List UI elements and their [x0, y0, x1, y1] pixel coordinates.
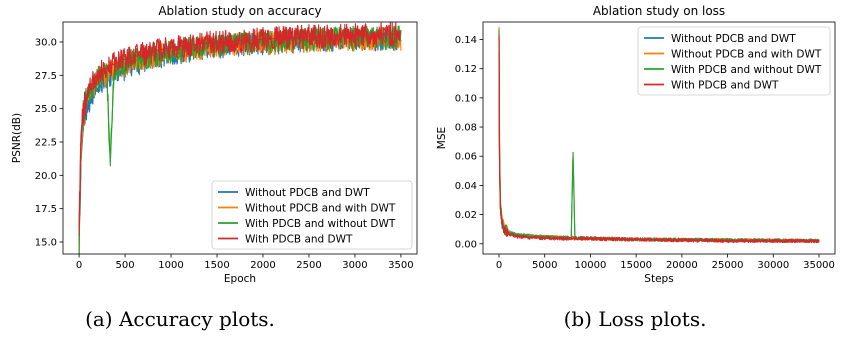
loss-xtick-label: 15000 [620, 260, 652, 271]
loss-xtick-label: 0 [496, 260, 502, 271]
acc-xlabel: Epoch [224, 273, 256, 285]
acc-ytick-label: 17.5 [35, 204, 57, 215]
loss-axes-frame [482, 21, 836, 255]
loss-xtick-label: 25000 [712, 260, 744, 271]
acc-xtick-label: 0 [76, 260, 82, 271]
loss-legend: Without PDCB and DWT Without PDCB and wit… [637, 26, 831, 96]
acc-xtick-label: 1000 [158, 260, 183, 271]
acc-legend-label: With PDCB and without DWT [245, 218, 396, 230]
acc-xtick-label: 2500 [296, 260, 321, 271]
acc-xtick-label: 1500 [204, 260, 229, 271]
loss-xtick-label: 5000 [532, 260, 557, 271]
acc-chart: Ablation study on accuracy 0 500 1000 1500 20… [11, 4, 418, 285]
acc-ytick-label: 25.0 [35, 104, 57, 115]
loss-ytick-label: 0.04 [455, 181, 477, 192]
acc-ytick-label: 22.5 [35, 138, 57, 149]
loss-ytick-label: 0.02 [455, 210, 477, 221]
loss-chart-title: Ablation study on loss [593, 4, 725, 18]
loss-ytick-label: 0.10 [455, 93, 477, 104]
loss-legend-label: Without PDCB and DWT [671, 33, 796, 45]
loss-xtick-label: 35000 [803, 260, 835, 271]
acc-ytick-label: 15.0 [35, 238, 57, 249]
acc-series-group [78, 22, 402, 254]
acc-series-line [78, 22, 402, 237]
loss-ytick-label: 0.00 [455, 239, 477, 250]
loss-ytick-label: 0.14 [455, 35, 477, 46]
acc-ytick-label: 20.0 [35, 171, 57, 182]
loss-series-group [498, 26, 820, 244]
loss-legend-label: With PDCB and without DWT [671, 64, 822, 76]
loss-legend-box [637, 26, 831, 96]
acc-xtick-label: 2000 [250, 260, 275, 271]
loss-ytick-label: 0.08 [455, 123, 477, 134]
loss-ylabel: MSE [436, 127, 448, 149]
loss-xtick-label: 20000 [666, 260, 698, 271]
loss-ytick-label: 0.06 [455, 152, 477, 163]
loss-xlabel: Steps [644, 273, 673, 285]
loss-legend-label: Without PDCB and with DWT [671, 48, 822, 60]
loss-series-keyline [498, 35, 819, 242]
acc-xtick-label: 3500 [388, 260, 413, 271]
caption-a: (a) Accuracy plots. [85, 307, 275, 331]
loss-chart: Ablation study on loss 0 5000 10000 15000 200… [436, 4, 836, 285]
loss-xtick-label: 30000 [757, 260, 789, 271]
acc-legend-label: Without PDCB and with DWT [245, 202, 396, 214]
loss-ytick-label: 0.12 [455, 64, 477, 75]
loss-legend-label: With PDCB and DWT [671, 79, 779, 91]
acc-legend-label: With PDCB and DWT [245, 233, 353, 245]
acc-axes-frame [62, 21, 418, 255]
acc-chart-title: Ablation study on accuracy [158, 4, 321, 18]
acc-xtick-label: 500 [116, 260, 135, 271]
acc-legend: Without PDCB and DWT Without PDCB and wit… [211, 180, 413, 250]
caption-b: (b) Loss plots. [564, 307, 707, 331]
acc-ylabel: PSNR(dB) [11, 113, 23, 163]
loss-xtick-label: 10000 [575, 260, 607, 271]
acc-legend-label: Without PDCB and DWT [245, 187, 370, 199]
acc-legend-box [211, 180, 413, 250]
acc-ytick-label: 30.0 [35, 38, 57, 49]
acc-ytick-label: 27.5 [35, 71, 57, 82]
acc-xtick-label: 3000 [342, 260, 367, 271]
acc-series-keyline [78, 33, 401, 229]
